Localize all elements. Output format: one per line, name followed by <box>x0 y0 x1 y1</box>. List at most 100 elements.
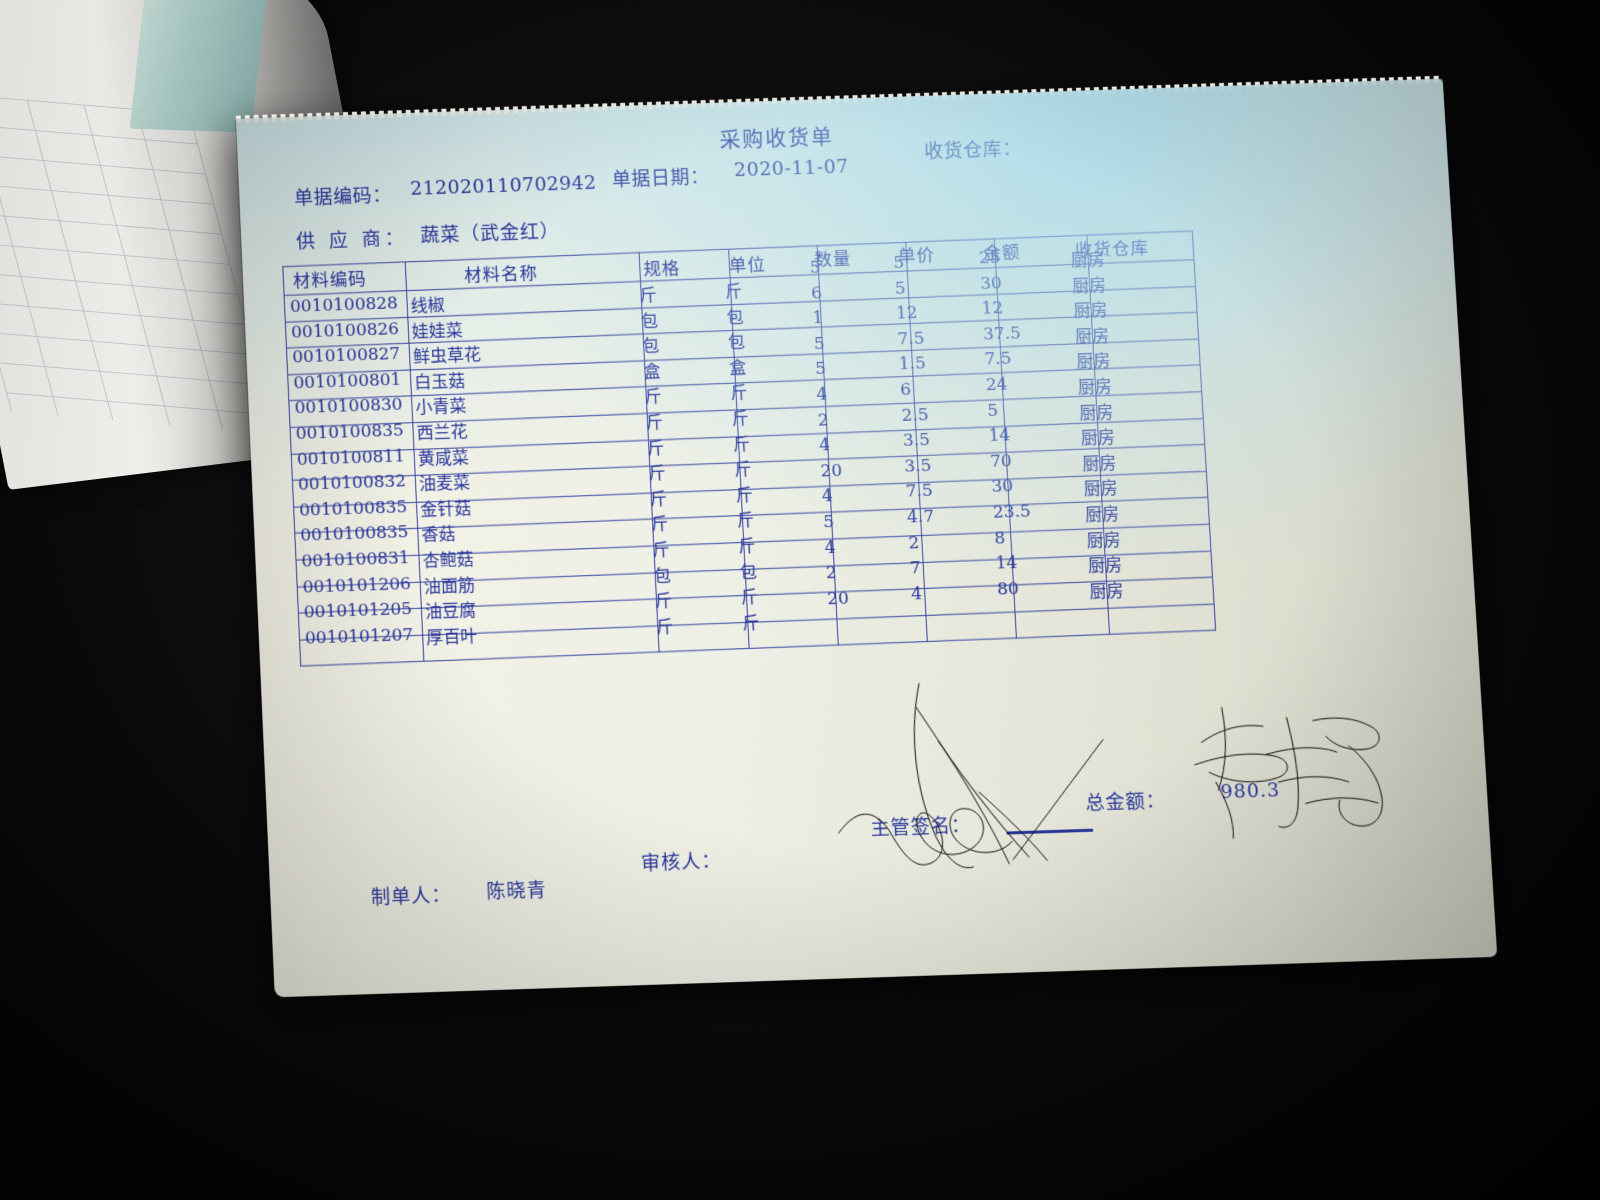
grid-cell <box>836 615 928 646</box>
grid-cell <box>821 323 912 354</box>
grid-cell <box>1090 286 1198 317</box>
grid-cell <box>921 531 1012 563</box>
grid-cell <box>1105 550 1213 582</box>
grid-cell <box>652 515 744 546</box>
grid-cell <box>642 304 733 335</box>
grid-cell <box>737 432 829 463</box>
grid-cell <box>731 300 822 331</box>
grid-cell <box>1005 448 1101 479</box>
grid-header-cell <box>639 249 730 282</box>
grid-cell <box>1011 554 1107 586</box>
grid-cell <box>1010 528 1106 559</box>
grid-cell <box>1088 259 1196 291</box>
grid-cell <box>744 565 836 596</box>
grid-cell <box>656 595 748 626</box>
line-items-grid <box>282 231 1216 667</box>
grid-cell <box>912 373 1004 403</box>
grid-cell <box>829 482 920 513</box>
grid-cell <box>1100 471 1208 502</box>
grid-cell <box>644 357 736 388</box>
grid-cell <box>925 611 1017 642</box>
grid-cell <box>1103 524 1211 555</box>
maker-value: 陈晓青 <box>485 879 548 904</box>
supervisor-sign-label: 主管签名： <box>870 814 972 841</box>
grid-cell <box>746 592 837 623</box>
grid-cell <box>655 569 747 600</box>
grid-cell <box>918 478 1009 509</box>
grid-cell <box>1096 391 1204 423</box>
grid-cell <box>907 267 998 298</box>
grid-header-cell <box>728 245 819 278</box>
signature-rule-line <box>1006 828 1094 835</box>
grid-cell <box>1007 475 1103 506</box>
grid-header-cell <box>1086 231 1194 264</box>
grid-cell <box>924 585 1015 616</box>
warehouse-label: 收货仓库： <box>923 138 1023 163</box>
grid-cell <box>919 505 1011 536</box>
grid-cell <box>908 293 999 324</box>
grid-cell <box>825 402 916 433</box>
grid-header-cell <box>994 235 1089 268</box>
handwritten-signatures <box>820 616 1457 898</box>
grid-cell <box>917 452 1008 483</box>
grid-cell <box>1097 418 1205 449</box>
grid-cell <box>647 409 738 440</box>
doc-date-label: 单据日期： <box>611 166 711 192</box>
total-label: 总金额： <box>1084 789 1167 815</box>
grid-cell <box>909 320 1001 351</box>
doc-code-value: 212020110702942 <box>409 171 598 200</box>
supplier-label: 供 应 商： <box>295 227 409 254</box>
grid-header-cell <box>816 242 908 275</box>
grid-cell <box>1093 338 1201 370</box>
grid-cell <box>646 383 737 414</box>
grid-cell <box>654 542 745 573</box>
grid-cell <box>828 455 919 486</box>
grid-cell <box>743 538 834 570</box>
grid-cell <box>995 263 1091 294</box>
grid-cell <box>1000 342 1095 374</box>
grid-cell <box>1108 603 1216 635</box>
grid-cell <box>914 399 1005 430</box>
grid-cell <box>833 562 925 593</box>
grid-cell <box>823 376 915 407</box>
document-title: 采购收货单 <box>718 124 835 152</box>
grid-cell <box>922 558 1014 589</box>
grid-cell <box>1001 369 1097 400</box>
grid-cell <box>658 622 749 653</box>
grid-cell <box>736 406 827 437</box>
grid-cell <box>998 316 1094 347</box>
grid-cell <box>747 618 838 649</box>
grid-cell <box>1008 501 1104 532</box>
grid-cell <box>650 462 741 493</box>
grid-cell <box>1102 497 1210 529</box>
grid-cell <box>818 271 909 301</box>
grid-cell <box>733 353 824 384</box>
supplier-value: 蔬菜（武金红） <box>419 220 561 248</box>
grid-cell <box>651 489 742 520</box>
grid-cell <box>739 459 830 490</box>
grid-cell <box>915 425 1006 456</box>
grid-cell <box>1014 608 1110 639</box>
grid-cell <box>1003 395 1098 426</box>
checker-label: 审核人： <box>640 850 722 875</box>
document-header: 采购收货单 单据编码： 212020110702942 单据日期： 2020-1… <box>236 79 1451 257</box>
grid-cell <box>911 346 1002 377</box>
grid-cell <box>1094 365 1202 396</box>
grid-cell <box>740 485 831 516</box>
grid-cell <box>832 535 923 566</box>
grid-cell <box>1013 581 1109 612</box>
grid-cell <box>741 512 833 543</box>
grid-cell <box>640 277 732 308</box>
grid-cell <box>729 274 820 305</box>
doc-date-value: 2020-11-07 <box>733 155 850 182</box>
grid-cell <box>826 429 918 460</box>
grid-cell <box>1091 312 1199 343</box>
grid-cell <box>735 380 826 410</box>
grid-cell <box>1106 577 1215 609</box>
grid-cell <box>819 297 910 328</box>
grid-cell <box>997 290 1092 321</box>
total-value: 980.3 <box>1219 779 1281 804</box>
maker-label: 制单人： <box>370 884 452 910</box>
grid-cell <box>1004 422 1100 453</box>
grid-cell <box>643 330 734 361</box>
